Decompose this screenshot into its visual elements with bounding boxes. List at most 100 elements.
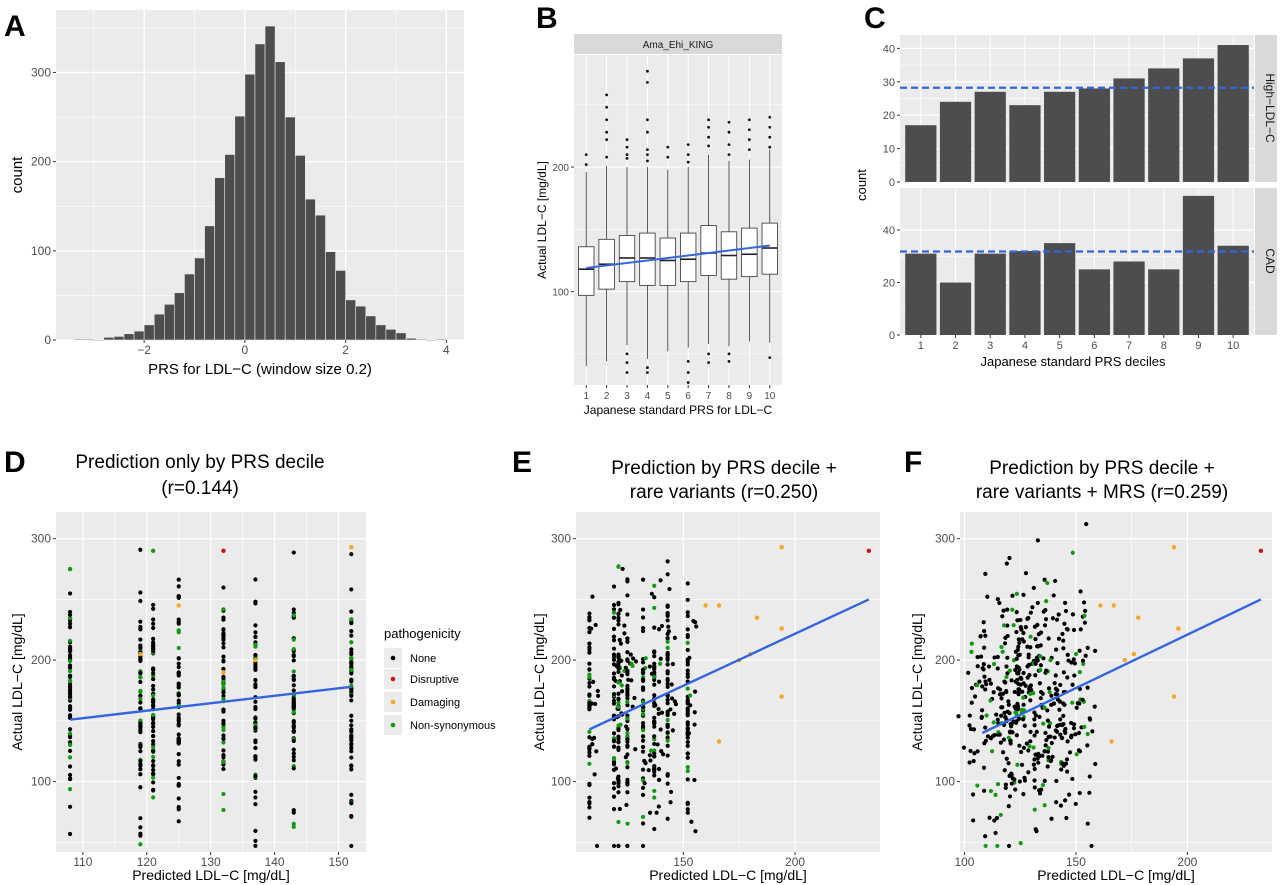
point-non-synonymous <box>221 759 226 765</box>
point-non-synonymous <box>625 716 630 721</box>
panel-c-y-tick-label: 40 <box>883 225 895 237</box>
box-outlier <box>646 80 649 84</box>
point-none <box>349 738 354 743</box>
point-none <box>652 650 657 655</box>
box-outlier <box>747 148 751 152</box>
legend-label-damaging: Damaging <box>410 697 460 709</box>
box-outlier <box>727 143 731 147</box>
legend-key-damaging <box>390 699 396 705</box>
point-none <box>1037 714 1042 719</box>
point-none <box>291 550 296 555</box>
point-non-synonymous <box>1028 634 1033 639</box>
histogram-bar <box>103 337 115 341</box>
box-outlier <box>768 125 772 129</box>
point-none <box>1053 647 1059 652</box>
panel-a-x-tick-label: −2 <box>137 343 151 357</box>
point-none <box>1028 739 1033 744</box>
point-none <box>1031 762 1036 767</box>
point-none <box>253 577 258 582</box>
point-none <box>995 597 1000 602</box>
point-none <box>1022 723 1027 728</box>
point-none <box>151 625 156 631</box>
point-none <box>652 719 657 724</box>
point-none <box>253 828 258 833</box>
point-none <box>624 802 629 808</box>
panel-letter-b: B <box>536 2 558 35</box>
point-none <box>665 697 670 702</box>
box-outlier <box>605 105 609 109</box>
point-non-synonymous <box>1041 721 1046 726</box>
point-none <box>1057 699 1063 704</box>
legend-label-nonsyn: Non-synonymous <box>410 720 496 732</box>
point-none <box>665 773 670 778</box>
point-none <box>685 708 690 713</box>
point-none <box>67 804 73 809</box>
point-non-synonymous <box>1042 803 1047 808</box>
point-none <box>966 670 971 676</box>
point-none <box>595 693 601 698</box>
point-none <box>625 636 630 641</box>
point-none <box>1032 757 1037 762</box>
point-none <box>138 706 143 711</box>
point-none <box>1017 652 1022 657</box>
point-none <box>1015 618 1020 623</box>
point-none <box>611 807 617 812</box>
panel-f-y-tick-label: 300 <box>935 532 955 546</box>
point-none <box>1042 623 1048 628</box>
point-none <box>1077 701 1082 706</box>
point-none <box>1016 687 1021 692</box>
point-none <box>1026 748 1031 753</box>
point-none <box>253 745 258 750</box>
point-non-synonymous <box>349 617 354 622</box>
point-none <box>611 691 617 697</box>
point-none <box>1087 790 1092 795</box>
box-outlier <box>625 153 629 157</box>
point-none <box>983 834 988 839</box>
point-none <box>587 650 592 655</box>
point-none <box>665 655 670 661</box>
point-non-synonymous <box>221 727 226 733</box>
point-none <box>349 749 354 754</box>
point-non-synonymous <box>587 761 592 766</box>
point-none <box>138 700 143 705</box>
point-none <box>640 660 646 665</box>
box <box>578 246 595 296</box>
point-none <box>611 646 617 651</box>
point-none <box>656 706 661 712</box>
point-none <box>1093 761 1098 767</box>
point-none <box>665 572 670 577</box>
point-none <box>253 683 258 688</box>
decile-bar <box>1044 243 1076 335</box>
point-none <box>981 788 987 793</box>
point-none <box>625 713 630 718</box>
point-non-synonymous <box>67 755 73 760</box>
point-none <box>625 693 630 698</box>
point-none <box>1084 522 1089 527</box>
panel-b-x-tick-label: 6 <box>685 391 691 402</box>
point-none <box>1031 585 1036 590</box>
point-none <box>685 627 690 632</box>
point-non-synonymous <box>988 698 993 703</box>
point-none <box>640 767 646 772</box>
panel-d-y-tick-label: 100 <box>31 775 51 789</box>
point-none <box>1041 609 1046 614</box>
box-outlier <box>707 125 710 129</box>
point-none <box>253 634 258 640</box>
panel-e-scatter: Prediction by PRS decile + rare variants… <box>531 458 880 883</box>
point-none <box>668 789 674 795</box>
point-none <box>1049 740 1054 746</box>
point-none <box>981 620 986 625</box>
histogram-bar <box>435 338 447 341</box>
point-none <box>619 673 624 678</box>
point-none <box>1021 745 1027 750</box>
point-none <box>1022 778 1028 783</box>
box-outlier <box>686 143 690 147</box>
point-none <box>611 652 617 657</box>
box-outlier <box>768 145 772 149</box>
panel-c-y-tick-label: 0 <box>889 177 895 189</box>
point-none <box>1049 693 1054 698</box>
point-non-synonymous <box>67 742 73 747</box>
point-none <box>611 677 617 682</box>
point-none <box>1042 778 1047 784</box>
point-none <box>1061 763 1066 768</box>
